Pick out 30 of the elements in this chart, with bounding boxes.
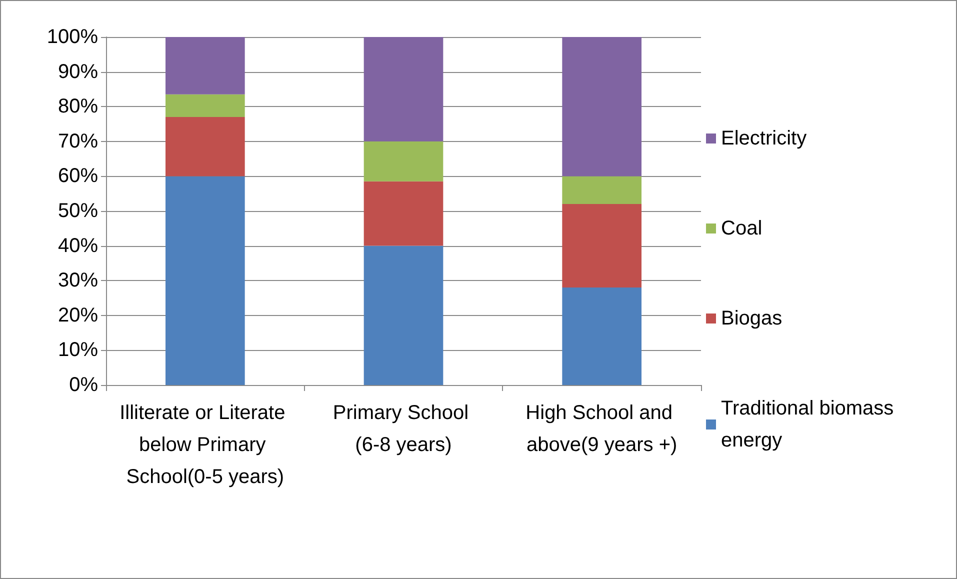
y-tick-label: 20%: [58, 304, 98, 326]
bar: [166, 117, 245, 176]
legend-label: Electricity: [721, 128, 807, 150]
y-tick-label: 0%: [69, 374, 98, 396]
bar: [364, 181, 444, 246]
y-tick-label: 40%: [58, 234, 98, 257]
y-tick-label: 80%: [58, 96, 98, 118]
y-tick-label: 70%: [58, 130, 98, 152]
y-tick-label: 100%: [46, 26, 98, 48]
bar: [166, 37, 245, 94]
bar: [166, 94, 245, 118]
bar: [364, 37, 444, 142]
x-tick-label: Illiterate or Literate below Primary School(0-5 years): [120, 402, 291, 488]
y-tick-label: 30%: [58, 270, 98, 292]
y-tick-label: 10%: [58, 339, 98, 362]
legend-label: Traditional biomass energy: [721, 398, 900, 452]
x-tick-label: High School and above(9 years +): [526, 402, 678, 456]
y-tick-label: 90%: [58, 60, 98, 83]
x-tick-label: Primary School (6-8 years): [332, 402, 474, 456]
y-tick-label: 50%: [58, 200, 98, 222]
y-tick-label: 60%: [58, 165, 98, 188]
bar: [166, 176, 245, 385]
legend-label: Biogas: [721, 308, 782, 330]
bar: [364, 246, 444, 385]
bar: [562, 288, 642, 385]
bar: [562, 37, 642, 176]
bar: [562, 176, 642, 204]
bar: [364, 141, 444, 182]
bar: [562, 204, 642, 288]
legend-label: Coal: [721, 218, 762, 240]
